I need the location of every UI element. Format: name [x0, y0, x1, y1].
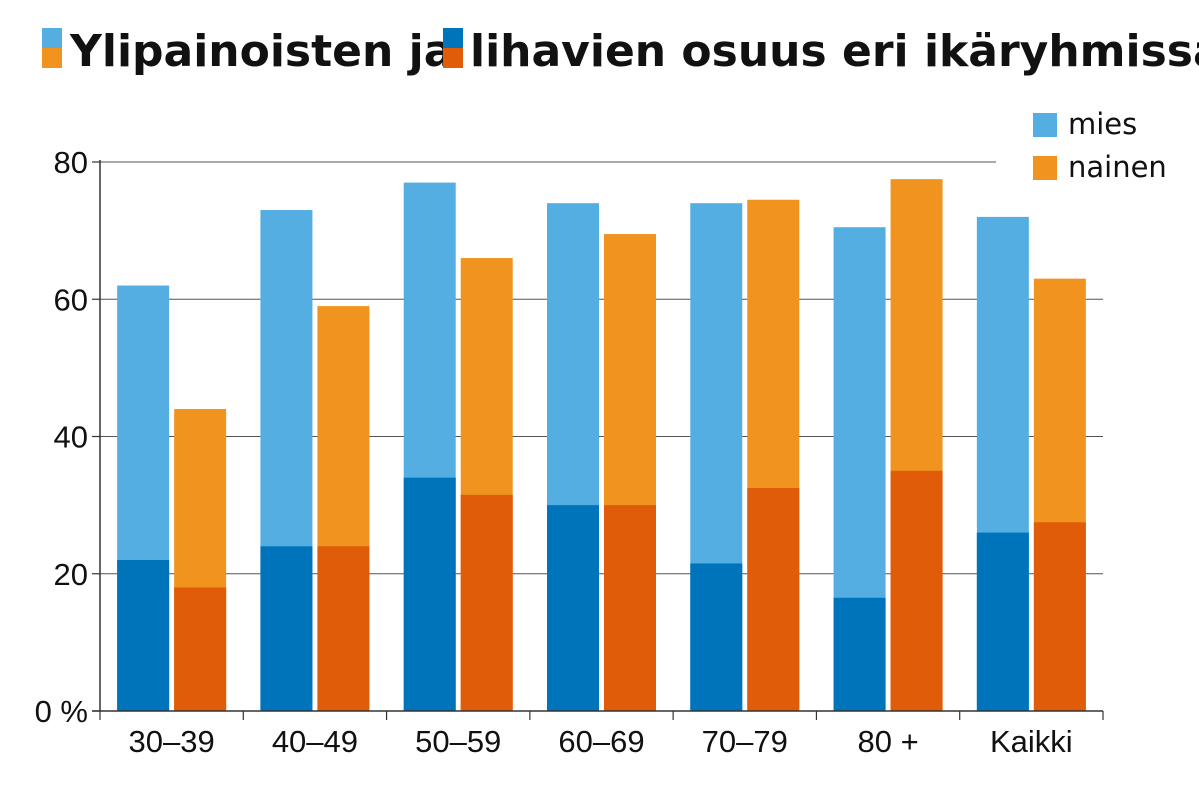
bar-nainen-lihava — [460, 494, 513, 711]
y-tick-label: 20 — [54, 557, 88, 592]
bar-mies-lihava — [833, 597, 886, 711]
bars — [117, 179, 1086, 712]
bar-nainen-lihava — [747, 487, 800, 711]
bar-mies-lihava — [976, 532, 1029, 711]
x-tick-label: 60–69 — [558, 724, 644, 759]
legend-label-mies: mies — [1068, 107, 1137, 141]
x-tick-label: 50–59 — [415, 724, 501, 759]
grid — [100, 161, 1103, 575]
bar-mies-lihava — [117, 560, 170, 711]
title-swatch-dark-orange — [443, 48, 463, 68]
y-tick-label: 40 — [54, 420, 88, 455]
legend-label-nainen: nainen — [1068, 150, 1167, 184]
bar-nainen-lihava — [604, 505, 656, 711]
y-tick-label: 60 — [54, 282, 88, 317]
title-swatch-dark-blue — [443, 28, 463, 48]
bar-nainen-lihava — [1033, 522, 1086, 711]
legend: mies nainen — [1033, 107, 1167, 184]
bar-mies-lihava — [547, 505, 599, 711]
bar-nainen-lihava — [174, 587, 227, 711]
title-swatch-light-blue — [42, 28, 62, 48]
legend-swatch-mies — [1033, 113, 1057, 137]
y-tick-label: 0 % — [35, 694, 88, 729]
chart-title: Ylipainoisten ja lihavien osuus eri ikär… — [42, 26, 1199, 77]
axes: 0 % 20 40 60 80 30–39 40–49 50–59 60–69 70–79 80 +… — [35, 145, 1104, 759]
x-tick-label: 70–79 — [702, 724, 788, 759]
x-tick-label: 80 + — [857, 724, 918, 759]
bar-mies-lihava — [403, 477, 456, 711]
x-tick-label: 40–49 — [272, 724, 358, 759]
bar-nainen-lihava — [317, 546, 370, 711]
y-tick-label: 80 — [54, 145, 88, 180]
title-part-1: Ylipainoisten ja — [69, 26, 453, 77]
bar-nainen-lihava — [890, 470, 943, 711]
x-tick-label: Kaikki — [990, 724, 1073, 759]
bar-mies-lihava — [690, 563, 743, 711]
title-part-2: lihavien osuus eri ikäryhmissä — [470, 26, 1199, 77]
legend-swatch-nainen — [1033, 156, 1057, 180]
bar-mies-lihava — [260, 546, 313, 711]
title-swatch-light-orange — [42, 48, 62, 68]
x-tick-label: 30–39 — [129, 724, 215, 759]
